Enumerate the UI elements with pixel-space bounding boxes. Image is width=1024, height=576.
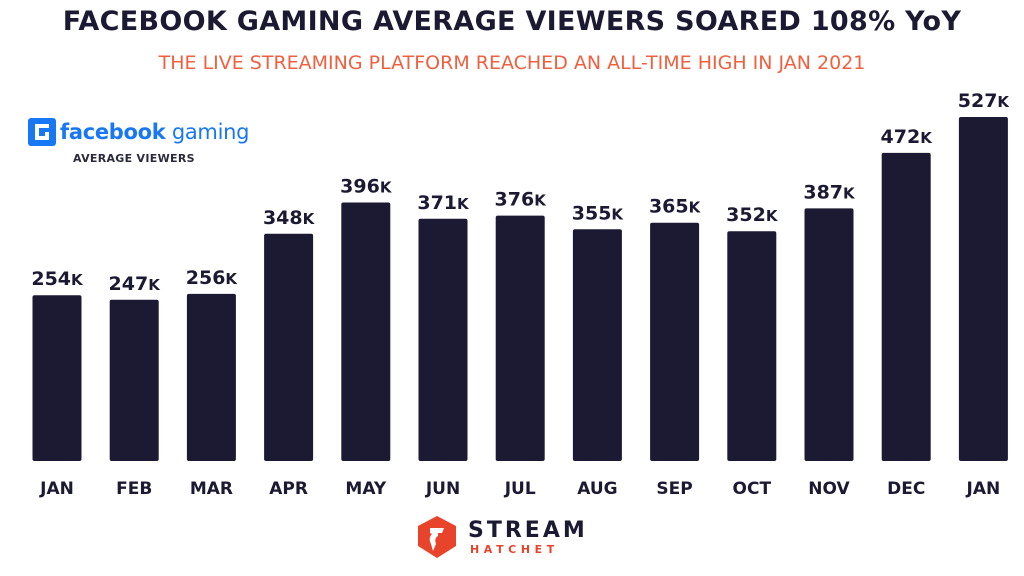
x-tick-label-2: MAR: [190, 479, 233, 499]
data-label-9: 352K: [726, 204, 779, 226]
logo-wordmark-secondary: HATCHET: [470, 543, 559, 556]
chart-title: FACEBOOK GAMING AVERAGE VIEWERS SOARED 1…: [62, 6, 962, 37]
x-tick-label-9: OCT: [733, 479, 772, 499]
metric-label: AVERAGE VIEWERS: [73, 152, 195, 165]
bar-jan-12: [958, 117, 1008, 461]
data-label-0: 254K: [31, 268, 84, 290]
facebook-gaming-icon: [28, 118, 56, 146]
bar-may-4: [341, 202, 391, 461]
bar-apr-3: [264, 233, 314, 461]
x-tick-label-10: NOV: [808, 479, 850, 499]
x-tick-label-6: JUL: [504, 479, 536, 499]
data-label-4: 396K: [340, 176, 393, 198]
brand-name: facebook gaming: [60, 120, 250, 144]
data-label-12: 527K: [958, 90, 1011, 112]
bar-feb-1: [109, 299, 159, 461]
stream-hatchet-logo: STREAM HATCHET: [414, 514, 588, 560]
facebook-gaming-brand: facebook gaming AVERAGE VIEWERS: [28, 118, 268, 165]
bar-mar-2: [186, 293, 236, 461]
data-label-6: 376K: [495, 189, 548, 211]
bar-oct-9: [727, 231, 777, 461]
bar-jul-6: [495, 215, 545, 461]
bar-aug-7: [572, 229, 622, 461]
facebook-gaming-logo: facebook gaming: [28, 118, 268, 146]
data-label-8: 365K: [649, 196, 702, 218]
x-tick-label-8: SEP: [656, 479, 692, 499]
stream-hatchet-icon: [418, 516, 456, 558]
data-label-3: 348K: [263, 207, 316, 229]
chart-subtitle: THE LIVE STREAMING PLATFORM REACHED AN A…: [158, 52, 866, 74]
x-tick-label-11: DEC: [887, 479, 925, 499]
data-label-1: 247K: [109, 273, 162, 295]
bar-nov-10: [804, 208, 854, 461]
logo-wordmark-primary: STREAM: [468, 518, 588, 543]
data-label-10: 387K: [803, 181, 856, 203]
x-tick-label-3: APR: [269, 479, 308, 499]
data-label-11: 472K: [881, 126, 934, 148]
x-tick-label-7: AUG: [577, 479, 617, 499]
x-tick-label-5: JUN: [425, 479, 460, 499]
bar-jun-5: [418, 218, 468, 461]
x-tick-label-4: MAY: [345, 479, 386, 499]
data-label-2: 256K: [186, 267, 239, 289]
data-label-5: 371K: [417, 192, 470, 214]
bar-dec-11: [881, 152, 931, 461]
x-tick-label-0: JAN: [39, 479, 74, 499]
x-tick-label-12: JAN: [966, 479, 1001, 499]
x-tick-label-1: FEB: [116, 479, 152, 499]
bar-sep-8: [650, 222, 700, 461]
bar-jan-0: [32, 295, 82, 461]
data-label-7: 355K: [572, 202, 625, 224]
bar-chart: 254K JAN 247K FEB 256K MAR 348K APR 396K MAY 371K J…: [31, 90, 1011, 499]
